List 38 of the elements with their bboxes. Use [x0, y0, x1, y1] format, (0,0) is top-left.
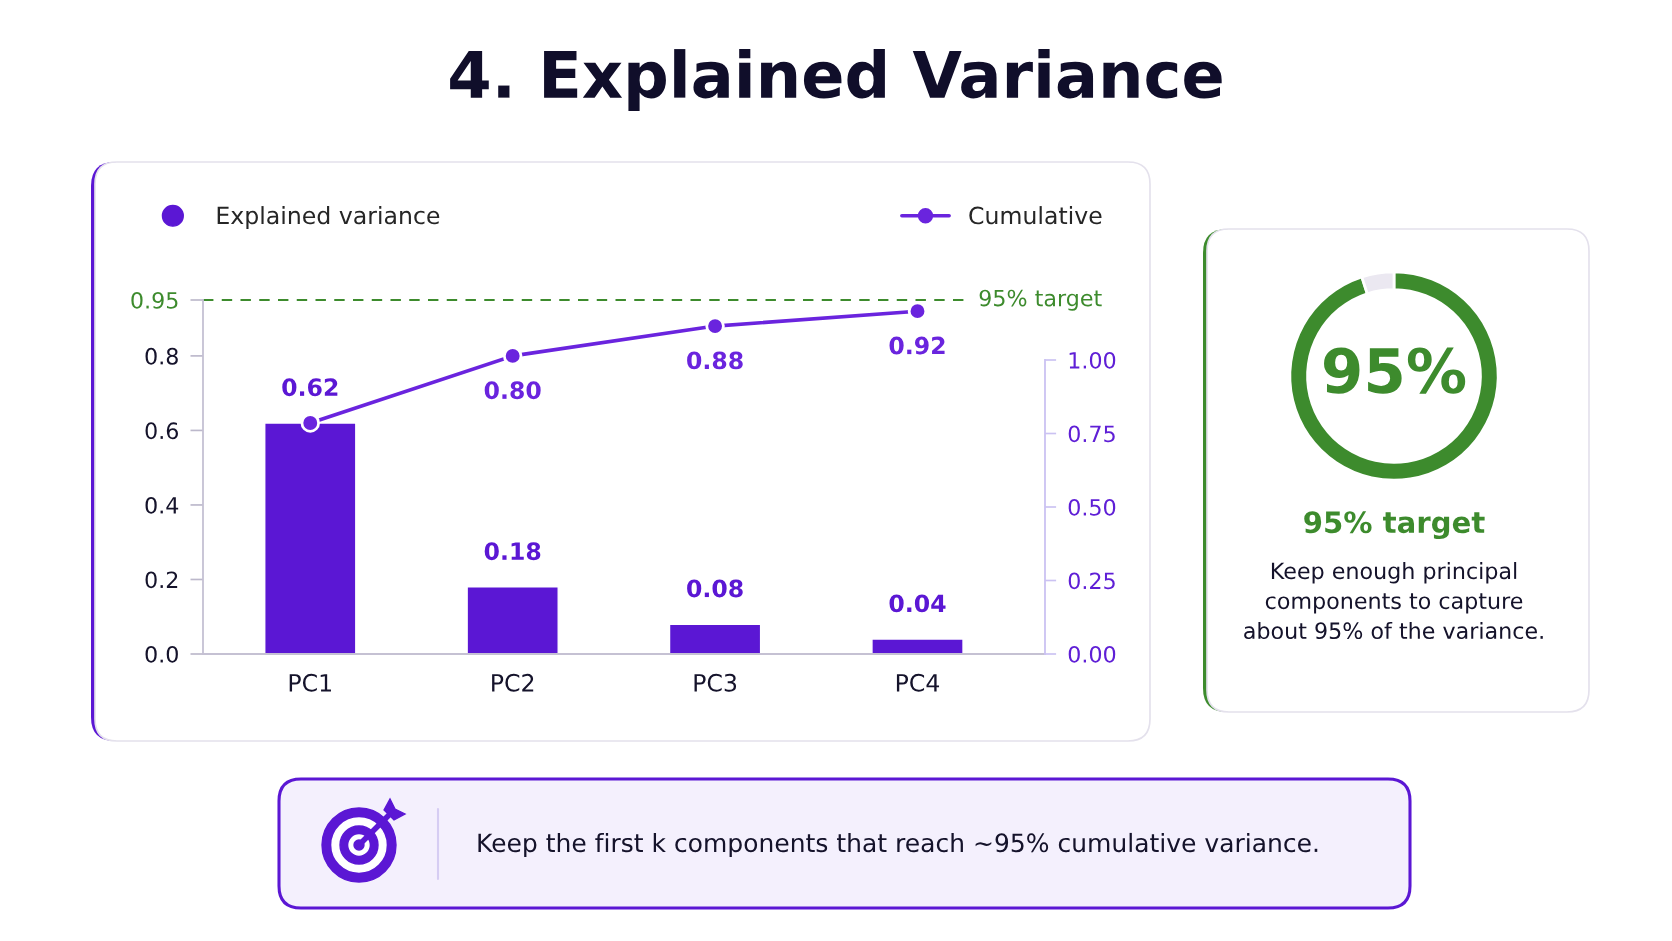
donut-slice — [1288, 270, 1500, 482]
point — [502, 346, 523, 366]
text: Keep enough principal components to capture about 95% of the variance. — [1244, 562, 1543, 640]
chart-title: 4. Explained Variance — [450, 49, 1222, 111]
text: 95% target — [1304, 511, 1485, 540]
ref-line-label: 95% target — [979, 289, 1102, 311]
point — [907, 301, 928, 321]
data-label: 0.88 — [687, 351, 743, 370]
x-tick-label: PC2 — [492, 673, 534, 692]
y-tick-label: 0.0 — [145, 645, 178, 663]
x-tick-label: PC4 — [896, 673, 940, 692]
y2-tick-label: 0.25 — [1068, 572, 1115, 590]
data-label: 95% — [1324, 347, 1466, 394]
data-label: 0.80 — [484, 381, 541, 400]
bar — [466, 586, 559, 654]
data-label: 0.92 — [889, 336, 945, 355]
point — [705, 316, 725, 336]
bar — [668, 623, 762, 654]
y-tick-label: 0.6 — [145, 422, 178, 440]
text: Keep the first k components that reach ~95% cumulative variance. — [478, 832, 1318, 858]
data-label: 0.08 — [687, 579, 743, 598]
legend-label: Cumulative — [969, 206, 1102, 225]
data-label: 0.62 — [282, 378, 338, 397]
bar — [871, 638, 964, 654]
data-label: 0.04 — [889, 594, 946, 613]
y2-tick-label: 1.00 — [1069, 351, 1116, 369]
data-label: 0.18 — [484, 542, 541, 561]
legend-label: Explained variance — [217, 206, 440, 229]
x-tick-label: PC3 — [694, 673, 737, 692]
y-tick-label: 0.8 — [145, 347, 178, 365]
y2-tick-label: 0.75 — [1068, 425, 1115, 443]
x-tick-label: PC1 — [289, 673, 331, 692]
y2-tick-label: 0.00 — [1068, 645, 1116, 663]
point — [300, 413, 320, 433]
y2-tick-label: 0.50 — [1068, 498, 1116, 516]
y-tick-label: 0.95 — [131, 291, 178, 309]
y-tick-label: 0.4 — [145, 496, 179, 514]
y-tick-label: 0.2 — [145, 571, 178, 589]
